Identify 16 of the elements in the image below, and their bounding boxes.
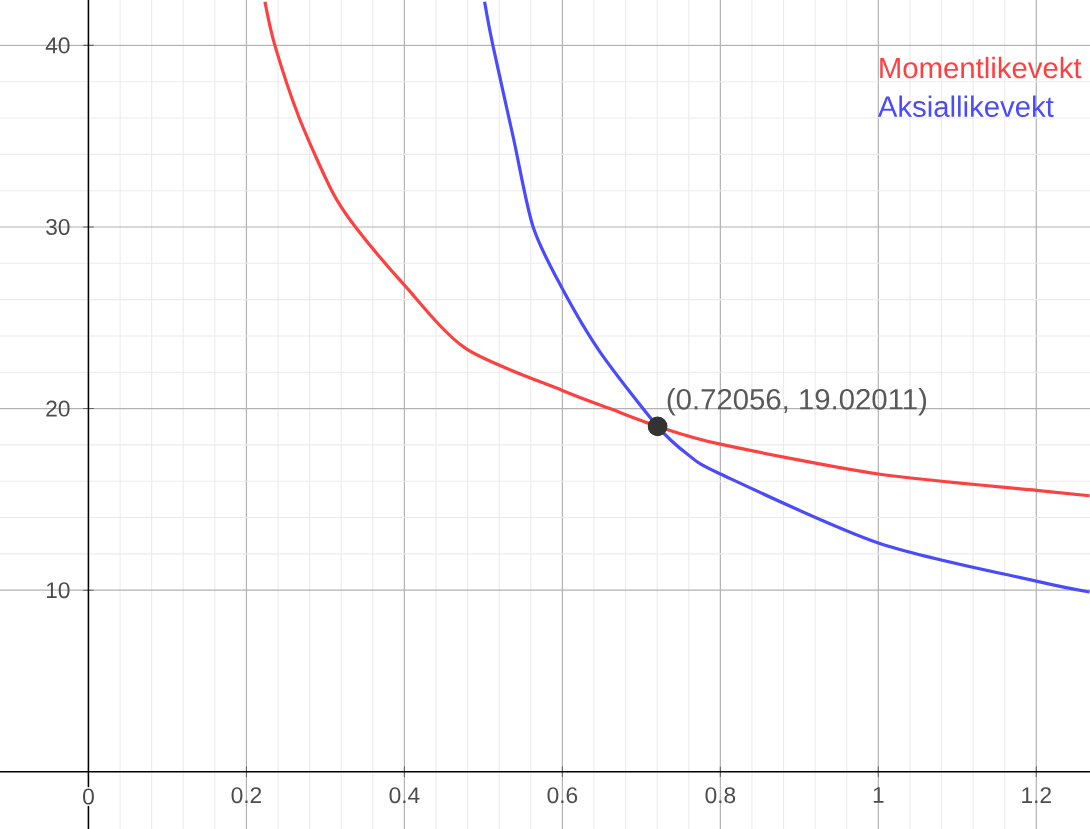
y-tick-label: 10 — [46, 582, 70, 599]
y-tick-label: 40 — [45, 37, 70, 54]
text: Aksiallikevekt — [877, 95, 1054, 118]
line-series — [263, 0, 1090, 498]
annotation: (0.72056, 19.02011) — [667, 388, 927, 416]
x-tick-label: 0.8 — [705, 787, 736, 804]
y-tick-label: 30 — [46, 218, 70, 236]
text: Momentlikevekt — [880, 56, 1082, 79]
x-tick-label: 0 — [83, 788, 94, 805]
line-series — [482, 0, 1090, 594]
x-tick-label: 0.6 — [547, 787, 578, 804]
x-tick-label: 0.4 — [389, 787, 420, 804]
y-tick-label: 20 — [46, 400, 70, 417]
x-tick-label: 1.2 — [1022, 787, 1051, 803]
x-tick-label: 0.2 — [231, 787, 262, 804]
x-tick-label: 1 — [873, 787, 884, 803]
